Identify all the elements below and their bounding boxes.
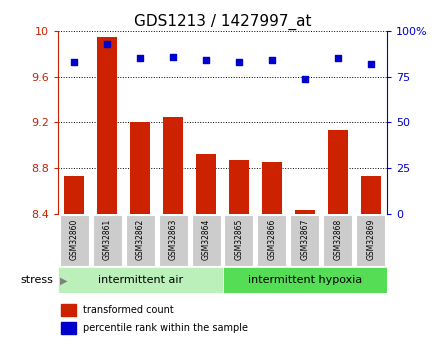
Bar — [361, 176, 380, 214]
FancyBboxPatch shape — [158, 215, 188, 266]
FancyBboxPatch shape — [323, 215, 352, 266]
Text: GSM32860: GSM32860 — [70, 219, 79, 260]
Text: intermittent hypoxia: intermittent hypoxia — [248, 275, 362, 285]
Bar — [328, 130, 348, 214]
Point — [334, 56, 341, 61]
FancyBboxPatch shape — [224, 215, 254, 266]
FancyBboxPatch shape — [125, 215, 155, 266]
FancyBboxPatch shape — [191, 215, 221, 266]
Text: transformed count: transformed count — [83, 305, 173, 315]
FancyBboxPatch shape — [222, 267, 387, 293]
FancyBboxPatch shape — [356, 215, 385, 266]
Text: percentile rank within the sample: percentile rank within the sample — [83, 323, 247, 333]
Text: GSM32868: GSM32868 — [333, 219, 342, 260]
Point — [202, 58, 210, 63]
FancyBboxPatch shape — [58, 267, 222, 293]
FancyBboxPatch shape — [93, 215, 122, 266]
Point — [104, 41, 111, 47]
FancyBboxPatch shape — [257, 215, 287, 266]
Text: intermittent air: intermittent air — [97, 275, 183, 285]
Text: GSM32866: GSM32866 — [267, 219, 276, 260]
Bar — [295, 210, 315, 214]
Text: GSM32864: GSM32864 — [202, 219, 210, 260]
Text: GSM32869: GSM32869 — [366, 219, 375, 260]
Bar — [65, 176, 84, 214]
Text: GSM32863: GSM32863 — [169, 219, 178, 260]
Bar — [163, 117, 183, 214]
FancyBboxPatch shape — [60, 215, 89, 266]
FancyBboxPatch shape — [290, 215, 320, 266]
Bar — [130, 122, 150, 214]
Text: stress: stress — [20, 275, 53, 285]
Point — [137, 56, 144, 61]
Bar — [262, 162, 282, 214]
Text: GSM32867: GSM32867 — [300, 219, 309, 260]
Bar — [229, 160, 249, 214]
Point — [235, 59, 243, 65]
Point — [301, 76, 308, 81]
Bar — [61, 322, 76, 334]
Text: GSM32865: GSM32865 — [235, 219, 243, 260]
Title: GDS1213 / 1427997_at: GDS1213 / 1427997_at — [134, 13, 311, 30]
Point — [367, 61, 374, 67]
Point — [268, 58, 275, 63]
Text: GSM32862: GSM32862 — [136, 219, 145, 260]
Point — [170, 54, 177, 59]
Point — [71, 59, 78, 65]
Bar — [61, 304, 76, 316]
Bar — [196, 155, 216, 214]
Text: GSM32861: GSM32861 — [103, 219, 112, 260]
Bar — [97, 37, 117, 214]
Text: ▶: ▶ — [60, 275, 68, 285]
